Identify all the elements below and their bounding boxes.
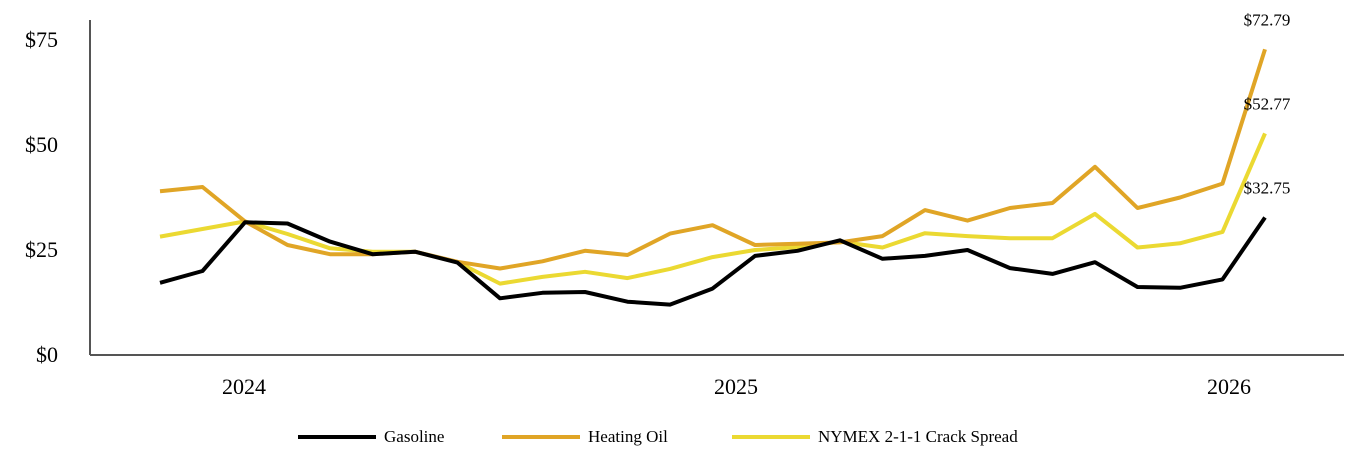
legend-label-gasoline: Gasoline (384, 427, 445, 446)
legend-item-gasoline: Gasoline (298, 424, 444, 450)
legend-item-crack-spread: NYMEX 2-1-1 Crack Spread (732, 424, 1018, 450)
y-tick-label-50: $50 (25, 132, 58, 157)
y-axis-tick-labels: $0 $25 $50 $75 (25, 27, 58, 367)
legend-swatch-crack-spread (732, 435, 810, 439)
series-layer (159, 48, 1267, 307)
x-tick-label-2026: 2026 (1207, 374, 1251, 399)
end-label-gasoline: $32.75 (1244, 178, 1291, 197)
legend-swatch-gasoline (298, 435, 376, 439)
end-label-heating-oil: $72.79 (1244, 10, 1291, 29)
x-axis-tick-labels: 2024 2025 2026 (222, 374, 1251, 399)
legend-item-heating-oil: Heating Oil (502, 424, 668, 450)
y-tick-label-0: $0 (36, 342, 58, 367)
x-tick-label-2025: 2025 (714, 374, 758, 399)
legend-swatch-heating-oil (502, 435, 580, 439)
legend: Gasoline Heating Oil NYMEX 2-1-1 Crack S… (0, 424, 1364, 450)
data-label-layer: $32.75 $72.79 $52.77 (1244, 10, 1291, 197)
legend-label-crack-spread: NYMEX 2-1-1 Crack Spread (818, 427, 1018, 446)
end-label-nymex-2-1-1-crack-spread: $52.77 (1244, 94, 1291, 113)
series-line-gasoline (159, 216, 1267, 307)
series-line-nymex-2-1-1-crack-spread (159, 132, 1267, 286)
series-line-heating-oil (159, 48, 1267, 271)
y-tick-label-75: $75 (25, 27, 58, 52)
x-tick-label-2024: 2024 (222, 374, 266, 399)
legend-label-heating-oil: Heating Oil (588, 427, 668, 446)
y-tick-label-25: $25 (25, 237, 58, 262)
